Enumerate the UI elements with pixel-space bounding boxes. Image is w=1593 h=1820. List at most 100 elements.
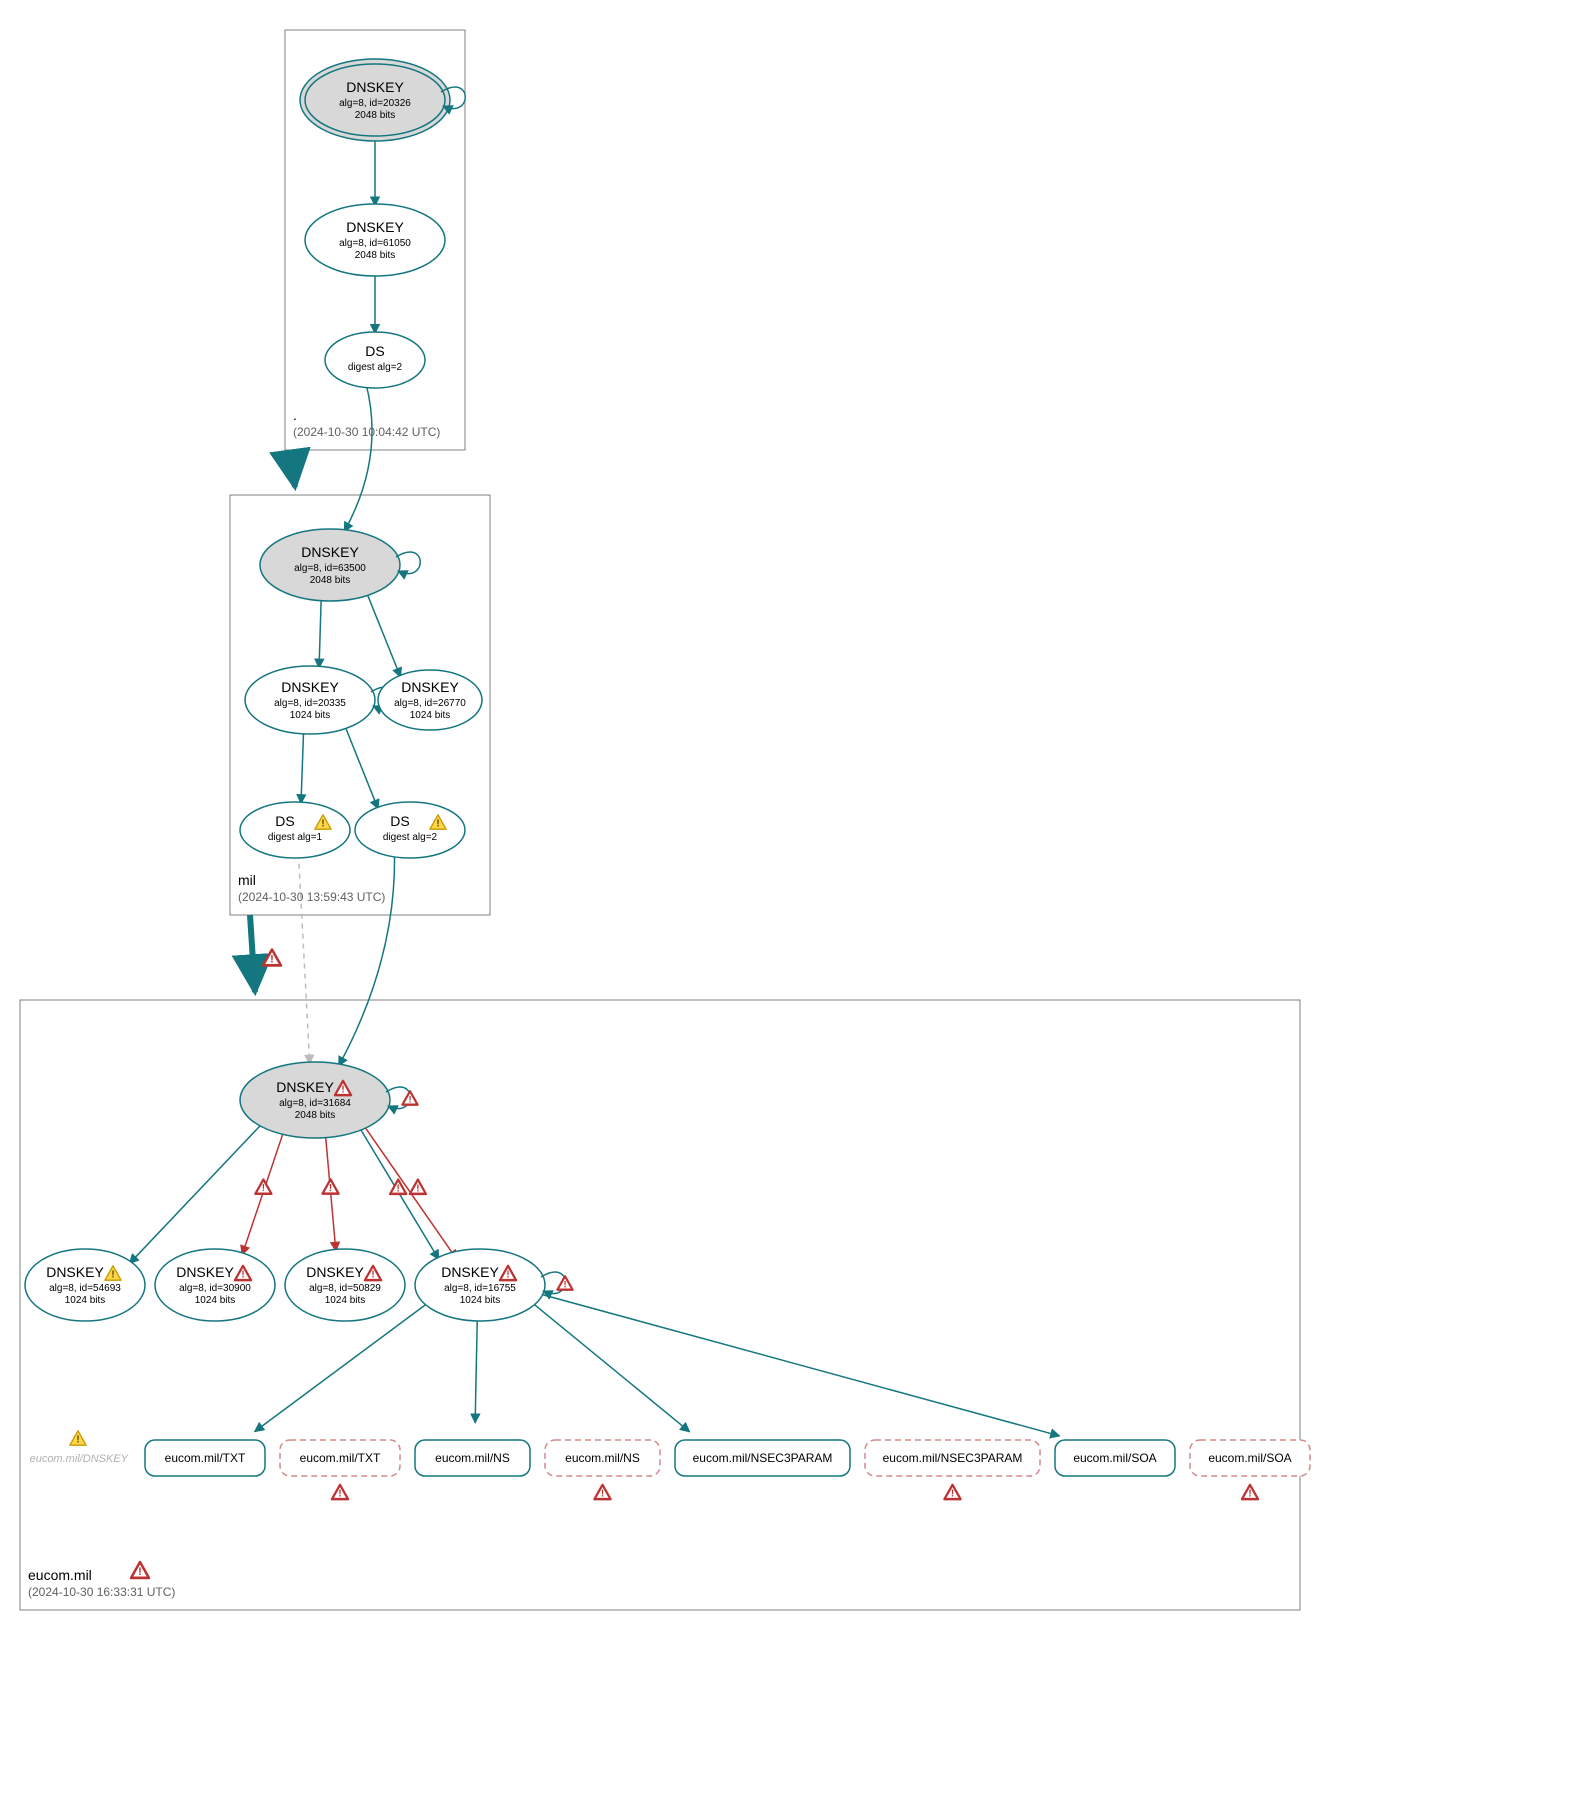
svg-text:!: ! (436, 819, 439, 830)
svg-text:eucom.mil/NS: eucom.mil/NS (435, 1451, 510, 1465)
svg-text:alg=8, id=16755: alg=8, id=16755 (444, 1283, 516, 1294)
node-mil_ds2: DS! digest alg=2 (355, 802, 465, 858)
svg-text:eucom.mil/SOA: eucom.mil/SOA (1208, 1451, 1291, 1465)
svg-text:1024 bits: 1024 bits (290, 710, 331, 721)
zones-layer (20, 30, 1300, 1610)
svg-text:alg=8, id=61050: alg=8, id=61050 (339, 238, 411, 249)
node-mil_zsk2: DNSKEY alg=8, id=267701024 bits (378, 670, 482, 730)
svg-text:!: ! (506, 1270, 509, 1281)
error-icon: ! (594, 1485, 610, 1500)
svg-text:!: ! (138, 1566, 142, 1578)
svg-text:alg=8, id=20326: alg=8, id=20326 (339, 98, 411, 109)
error-icon: ! (410, 1180, 426, 1195)
edge (339, 852, 395, 1065)
node-mil_zsk1: DNSKEYalg=8, id=203351024 bits (245, 666, 395, 734)
node-root_ds: DSdigest alg=2 (325, 332, 425, 388)
error-icon: ! (131, 1562, 149, 1578)
svg-text:!: ! (601, 1489, 604, 1500)
svg-text:eucom.mil/NS: eucom.mil/NS (565, 1451, 640, 1465)
svg-text:alg=8, id=30900: alg=8, id=30900 (179, 1283, 251, 1294)
zone-timestamp: (2024-10-30 10:04:42 UTC) (293, 425, 440, 439)
error-icon: ! (263, 950, 281, 966)
svg-text:!: ! (341, 1085, 344, 1096)
node-euc_ksk: DNSKEY!alg=8, id=316842048 bits! (240, 1062, 418, 1138)
svg-text:!: ! (408, 1094, 411, 1104)
rrset-n3p1: eucom.mil/NSEC3PARAM (675, 1440, 850, 1476)
svg-text:digest alg=2: digest alg=2 (383, 832, 438, 843)
svg-text:1024 bits: 1024 bits (410, 710, 451, 721)
node-euc_k2: DNSKEY!alg=8, id=309001024 bits (155, 1249, 275, 1321)
svg-text:eucom.mil/NSEC3PARAM: eucom.mil/NSEC3PARAM (693, 1451, 833, 1465)
zone-label: eucom.mil (28, 1567, 92, 1583)
edge (344, 723, 378, 809)
svg-text:DNSKEY: DNSKEY (46, 1264, 104, 1280)
delegation-edge (250, 915, 255, 992)
rrset-n3p2: eucom.mil/NSEC3PARAM! (865, 1440, 1040, 1500)
svg-text:alg=8, id=50829: alg=8, id=50829 (309, 1283, 381, 1294)
zone-timestamp: (2024-10-30 13:59:43 UTC) (238, 890, 385, 904)
svg-text:DS: DS (390, 813, 409, 829)
edge (475, 1316, 477, 1423)
svg-text:!: ! (338, 1489, 341, 1500)
svg-text:DNSKEY: DNSKEY (441, 1264, 499, 1280)
svg-text:!: ! (270, 954, 274, 966)
svg-text:!: ! (262, 1183, 265, 1194)
error-icon: ! (557, 1276, 572, 1290)
svg-text:digest alg=2: digest alg=2 (348, 362, 403, 373)
svg-text:!: ! (416, 1183, 419, 1194)
node-root_ksk: DNSKEY alg=8, id=203262048 bits (300, 59, 465, 141)
zone-label: mil (238, 872, 256, 888)
svg-text:eucom.mil/TXT: eucom.mil/TXT (300, 1451, 381, 1465)
svg-text:alg=8, id=63500: alg=8, id=63500 (294, 563, 366, 574)
svg-text:DNSKEY: DNSKEY (306, 1264, 364, 1280)
rrset-soa1: eucom.mil/SOA (1055, 1440, 1175, 1476)
rrset-soa2: eucom.mil/SOA! (1190, 1440, 1310, 1500)
node-euc_k1: DNSKEY!alg=8, id=546931024 bits (25, 1249, 145, 1321)
svg-text:DNSKEY: DNSKEY (301, 544, 359, 560)
svg-text:!: ! (111, 1270, 114, 1281)
node-euc_k4: DNSKEY!alg=8, id=167551024 bits! (415, 1249, 573, 1321)
error-icon: ! (255, 1179, 271, 1194)
svg-text:!: ! (397, 1183, 400, 1194)
node-euc_k3: DNSKEY!alg=8, id=508291024 bits (285, 1249, 405, 1321)
svg-text:alg=8, id=20335: alg=8, id=20335 (274, 698, 346, 709)
error-icon: ! (944, 1485, 960, 1500)
node-mil_ksk: DNSKEY alg=8, id=635002048 bits (260, 529, 420, 601)
svg-text:!: ! (563, 1279, 566, 1289)
dnssec-diagram: !!!!!DNSKEYalg=8, id=203262048 bitsDNSKE… (10, 10, 1593, 1810)
svg-text:2048 bits: 2048 bits (355, 110, 396, 121)
svg-text:alg=8, id=54693: alg=8, id=54693 (49, 1283, 121, 1294)
rrset-txt2: eucom.mil/TXT! (280, 1440, 400, 1500)
edge (344, 383, 372, 531)
svg-text:DNSKEY: DNSKEY (401, 679, 459, 695)
svg-text:!: ! (951, 1489, 954, 1500)
edges-layer: !!!!! (129, 131, 1059, 1436)
edge (301, 729, 304, 804)
svg-text:!: ! (76, 1435, 79, 1446)
svg-text:1024 bits: 1024 bits (325, 1295, 366, 1306)
svg-text:digest alg=1: digest alg=1 (268, 832, 323, 843)
edge (129, 1120, 265, 1263)
svg-text:!: ! (1248, 1489, 1251, 1500)
edge (298, 854, 309, 1064)
error-icon: ! (322, 1179, 338, 1194)
svg-text:alg=8, id=26770: alg=8, id=26770 (394, 698, 466, 709)
error-icon: ! (1242, 1485, 1258, 1500)
rrset-phantom: ! eucom.mil/DNSKEY (30, 1431, 129, 1465)
rrset-label: eucom.mil/DNSKEY (30, 1453, 129, 1465)
svg-text:2048 bits: 2048 bits (310, 575, 351, 586)
rrset-ns2: eucom.mil/NS! (545, 1440, 660, 1500)
svg-text:!: ! (329, 1183, 332, 1194)
svg-text:DNSKEY: DNSKEY (346, 79, 404, 95)
svg-text:DNSKEY: DNSKEY (276, 1079, 334, 1095)
svg-text:eucom.mil/SOA: eucom.mil/SOA (1073, 1451, 1156, 1465)
rrset-ns1: eucom.mil/NS (415, 1440, 530, 1476)
svg-text:!: ! (321, 819, 324, 830)
svg-text:eucom.mil/TXT: eucom.mil/TXT (165, 1451, 246, 1465)
edge (365, 590, 400, 678)
svg-text:DNSKEY: DNSKEY (346, 219, 404, 235)
rrset-txt1: eucom.mil/TXT (145, 1440, 265, 1476)
error-icon: ! (332, 1485, 348, 1500)
nodes-layer: DNSKEYalg=8, id=203262048 bitsDNSKEYalg=… (25, 59, 1310, 1500)
svg-text:2048 bits: 2048 bits (355, 250, 396, 261)
